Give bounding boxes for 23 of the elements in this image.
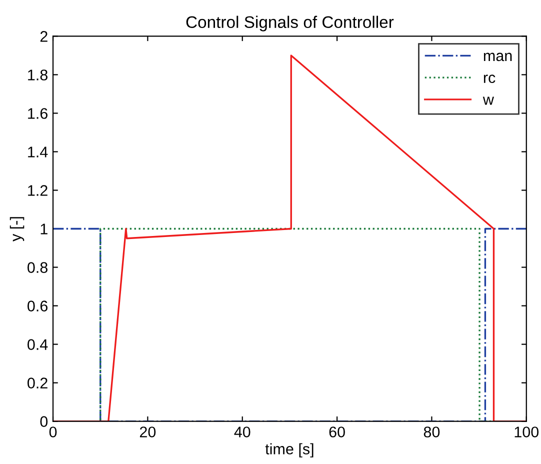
y-axis-title: y [-] [10,217,24,242]
y-tick-label: 1.4 [28,146,48,158]
chart-title: Control Signals of Controller [186,16,394,32]
y-tick-label: 1.2 [28,185,48,196]
y-tick-label: 0 [40,416,48,427]
legend-label: rc [484,74,496,84]
legend-label: man [484,52,512,62]
y-tick-label: 1 [40,224,48,234]
x-tick-label: 60 [329,426,345,438]
x-tick-label: 40 [234,426,250,438]
legend-label: w [482,96,494,105]
x-axis-title: time [s] [265,443,314,458]
y-tick-label: 0.4 [28,339,48,350]
x-tick-label: 20 [140,426,156,438]
x-tick-label: 80 [424,426,440,438]
y-tick-label: 1.6 [28,108,48,119]
y-tick-label: 0.8 [28,262,48,273]
x-tick-label: 0 [49,426,57,438]
y-tick-label: 0.6 [28,300,48,312]
y-tick-label: 0.2 [28,378,48,388]
y-tick-label: 1.8 [28,70,48,80]
y-tick-label: 2 [40,31,48,42]
x-tick-label: 100 [514,426,539,438]
